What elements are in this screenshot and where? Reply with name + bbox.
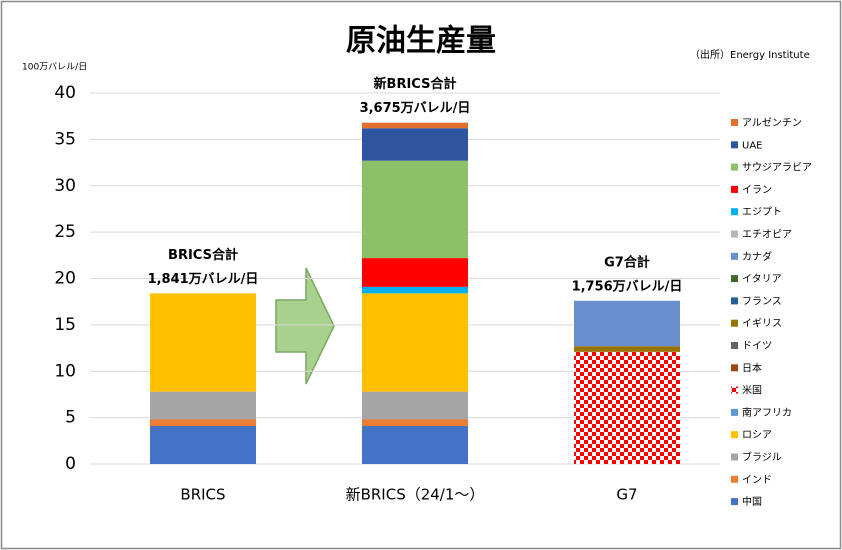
legend-label: アルゼンチン <box>742 117 802 129</box>
legend-label: カナダ <box>742 250 772 263</box>
y-tick-label: 35 <box>54 129 76 149</box>
legend-label: エジプト <box>742 206 782 218</box>
legend-label: インド <box>742 475 772 486</box>
legend-swatch <box>731 498 738 506</box>
legend-swatch <box>731 408 738 416</box>
legend-swatch <box>731 386 738 394</box>
y-tick-label: 30 <box>54 176 76 196</box>
legend-label: 日本 <box>742 361 762 374</box>
legend-swatch <box>731 275 738 283</box>
legend-label: イラン <box>742 184 772 196</box>
legend-label: ロシア <box>742 430 772 441</box>
source: （出所）Energy Institute <box>690 48 810 61</box>
y-axis-label: 100万バレル/日 <box>22 62 87 73</box>
bar-segment <box>362 419 468 426</box>
bar-segment <box>150 293 256 392</box>
bar-segment <box>362 391 468 420</box>
legend-swatch <box>731 185 738 193</box>
bar-segment <box>574 346 680 352</box>
legend-swatch <box>731 163 738 171</box>
bar-segment <box>574 300 680 347</box>
legend-label: ドイツ <box>742 341 772 352</box>
arrow <box>275 267 335 385</box>
legend-swatch <box>731 342 738 349</box>
legend-swatch <box>731 119 738 126</box>
legend-swatch <box>731 208 738 216</box>
bar-segment <box>150 425 256 464</box>
y-tick-label: 0 <box>65 454 76 474</box>
legend-swatch <box>731 230 738 238</box>
y-tick-label: 5 <box>65 408 76 428</box>
x-tick-label: BRICS <box>180 486 225 504</box>
legend-label: フランス <box>742 295 782 307</box>
legend-label: 米国 <box>742 384 762 397</box>
legend-swatch <box>731 141 738 149</box>
y-tick-label: 15 <box>54 315 76 335</box>
legend-label: サウジアラビア <box>742 162 812 174</box>
bar-segment <box>150 391 256 420</box>
legend-label: 南アフリカ <box>742 406 792 419</box>
bar-segment <box>362 128 468 161</box>
legend-swatch <box>731 475 738 483</box>
legend-swatch <box>731 297 738 305</box>
legend-swatch <box>731 453 738 461</box>
legend-label: 中国 <box>742 495 762 508</box>
bar-segment <box>362 258 468 287</box>
bar-segment <box>362 293 468 392</box>
legend-label: UAE <box>742 140 762 151</box>
legend-swatch <box>731 319 738 327</box>
bar-segment <box>574 351 680 464</box>
annotation: BRICS合計 <box>168 247 238 263</box>
y-tick-label: 20 <box>54 269 76 289</box>
legend-swatch <box>731 431 738 439</box>
annotation: 新BRICS合計 <box>374 76 457 92</box>
y-tick-label: 40 <box>54 83 76 103</box>
annotation: 1,756万バレル/日 <box>572 279 683 294</box>
annotation: G7合計 <box>604 254 650 270</box>
bar-segment <box>362 122 468 129</box>
bar-segment <box>150 419 256 426</box>
legend-label: イギリス <box>742 318 782 330</box>
legend-swatch <box>731 252 738 260</box>
bar-segment <box>362 425 468 464</box>
annotation: 1,841万バレル/日 <box>148 272 259 287</box>
chart-title: 原油生産量 <box>346 24 496 59</box>
legend-swatch <box>731 364 738 372</box>
y-tick-label: 25 <box>54 222 76 242</box>
bar-segment <box>362 160 468 259</box>
x-tick-label: 新BRICS（24/1～） <box>346 486 485 504</box>
bar-segment <box>362 286 468 294</box>
annotation: 3,675万バレル/日 <box>360 101 471 116</box>
legend-label: ブラジル <box>742 451 782 464</box>
legend-label: イタリア <box>742 273 782 285</box>
x-tick-label: G7 <box>616 486 637 504</box>
legend-label: エチオピア <box>742 229 792 241</box>
y-tick-label: 10 <box>54 361 76 381</box>
